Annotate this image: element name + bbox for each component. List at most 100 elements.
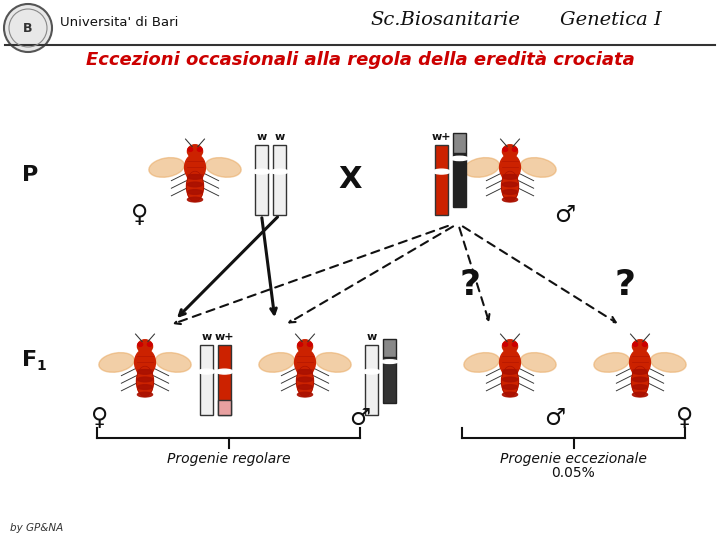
Text: ?: ?: [614, 268, 636, 302]
Bar: [383, 339, 396, 357]
Ellipse shape: [297, 384, 312, 389]
Text: by GP&NA: by GP&NA: [10, 523, 63, 533]
Ellipse shape: [502, 366, 518, 396]
Text: ♀: ♀: [91, 406, 109, 430]
Ellipse shape: [629, 349, 650, 376]
Ellipse shape: [503, 182, 518, 187]
Bar: [435, 145, 448, 215]
Bar: [218, 345, 231, 415]
Ellipse shape: [521, 353, 556, 372]
Ellipse shape: [271, 169, 288, 174]
Ellipse shape: [503, 377, 518, 382]
Text: w: w: [256, 132, 266, 142]
Ellipse shape: [633, 342, 638, 346]
Ellipse shape: [156, 353, 191, 372]
Ellipse shape: [513, 342, 517, 346]
Text: P: P: [22, 165, 38, 185]
Ellipse shape: [297, 340, 312, 353]
Text: ?: ?: [459, 268, 480, 302]
Ellipse shape: [632, 392, 647, 397]
Ellipse shape: [187, 145, 202, 158]
Ellipse shape: [464, 353, 500, 372]
Text: Progenie regolare: Progenie regolare: [167, 452, 290, 466]
Ellipse shape: [297, 369, 312, 374]
Ellipse shape: [521, 158, 556, 177]
Ellipse shape: [138, 342, 143, 346]
Bar: [453, 153, 466, 207]
Text: Genetica I: Genetica I: [560, 11, 662, 29]
Ellipse shape: [363, 369, 380, 374]
Text: ♂: ♂: [544, 406, 566, 430]
Text: ♂: ♂: [554, 203, 575, 227]
Text: F: F: [22, 350, 37, 370]
Bar: [365, 345, 378, 415]
Ellipse shape: [503, 342, 508, 346]
Ellipse shape: [642, 342, 647, 346]
Ellipse shape: [148, 342, 152, 346]
Text: ♂: ♂: [349, 406, 371, 430]
Ellipse shape: [187, 190, 202, 194]
Bar: [218, 400, 231, 415]
Text: w+: w+: [432, 132, 451, 142]
Ellipse shape: [138, 340, 153, 353]
Ellipse shape: [503, 145, 518, 158]
Ellipse shape: [253, 169, 270, 174]
Text: w: w: [274, 132, 284, 142]
Ellipse shape: [184, 154, 205, 181]
Ellipse shape: [500, 349, 521, 376]
Ellipse shape: [464, 158, 500, 177]
Ellipse shape: [503, 369, 518, 374]
Ellipse shape: [632, 377, 647, 382]
Text: ♀: ♀: [131, 203, 148, 227]
Ellipse shape: [513, 147, 517, 151]
Ellipse shape: [198, 369, 215, 374]
Ellipse shape: [503, 384, 518, 389]
Bar: [273, 145, 286, 215]
Text: ♀: ♀: [676, 406, 693, 430]
Text: w: w: [366, 332, 377, 342]
Ellipse shape: [186, 171, 204, 201]
Ellipse shape: [188, 147, 193, 151]
Ellipse shape: [632, 340, 647, 353]
Ellipse shape: [503, 147, 508, 151]
Ellipse shape: [631, 366, 649, 396]
Ellipse shape: [502, 171, 518, 201]
Ellipse shape: [503, 392, 518, 397]
Ellipse shape: [187, 174, 202, 179]
Ellipse shape: [138, 392, 153, 397]
Text: B: B: [23, 22, 32, 35]
Text: Sc.Biosanitarie: Sc.Biosanitarie: [370, 11, 520, 29]
Bar: [200, 345, 213, 415]
Ellipse shape: [500, 154, 521, 181]
Ellipse shape: [297, 366, 313, 396]
Text: w: w: [202, 332, 212, 342]
Ellipse shape: [99, 353, 135, 372]
Text: Progenie eccezionale: Progenie eccezionale: [500, 452, 647, 466]
Ellipse shape: [138, 377, 153, 382]
Ellipse shape: [651, 353, 686, 372]
Ellipse shape: [206, 158, 241, 177]
Ellipse shape: [315, 353, 351, 372]
Ellipse shape: [503, 340, 518, 353]
Bar: [255, 145, 268, 215]
Ellipse shape: [594, 353, 629, 372]
Text: w+: w+: [215, 332, 234, 342]
Ellipse shape: [259, 353, 294, 372]
Ellipse shape: [135, 349, 156, 376]
Ellipse shape: [149, 158, 184, 177]
Ellipse shape: [503, 190, 518, 194]
Ellipse shape: [197, 147, 202, 151]
Circle shape: [4, 4, 52, 52]
Ellipse shape: [503, 197, 518, 202]
Ellipse shape: [187, 182, 202, 187]
Ellipse shape: [137, 366, 153, 396]
Ellipse shape: [297, 377, 312, 382]
Text: Eccezioni occasionali alla regola della eredità crociata: Eccezioni occasionali alla regola della …: [86, 51, 634, 69]
Ellipse shape: [451, 156, 468, 160]
Ellipse shape: [381, 360, 398, 363]
Ellipse shape: [216, 369, 233, 374]
Ellipse shape: [138, 384, 153, 389]
Text: Universita' di Bari: Universita' di Bari: [60, 16, 179, 29]
Text: 0.05%: 0.05%: [552, 466, 595, 480]
Bar: [383, 357, 396, 403]
